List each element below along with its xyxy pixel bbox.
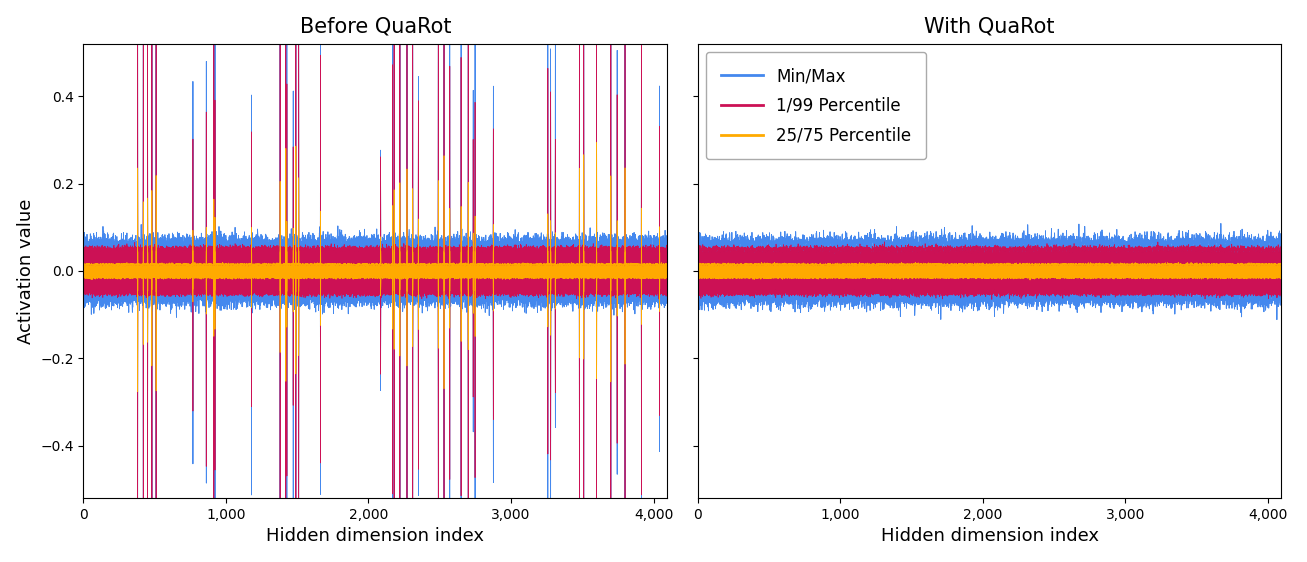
X-axis label: Hidden dimension index: Hidden dimension index: [267, 527, 485, 545]
Title: With QuaRot: With QuaRot: [924, 17, 1055, 37]
Y-axis label: Activation value: Activation value: [17, 198, 35, 343]
Title: Before QuaRot: Before QuaRot: [299, 17, 451, 37]
Legend: Min/Max, 1/99 Percentile, 25/75 Percentile: Min/Max, 1/99 Percentile, 25/75 Percenti…: [706, 52, 927, 160]
X-axis label: Hidden dimension index: Hidden dimension index: [881, 527, 1099, 545]
